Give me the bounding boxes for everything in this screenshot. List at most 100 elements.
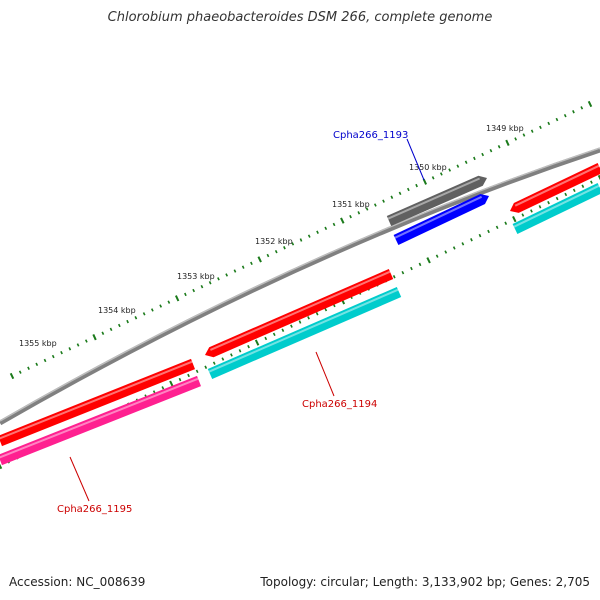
gene-cpha266-1194-red[interactable] bbox=[205, 269, 394, 358]
outer-tick-20 bbox=[174, 295, 180, 302]
inner-tick-34 bbox=[290, 324, 293, 328]
leader-line-1194 bbox=[315, 351, 335, 397]
inner-tick-59 bbox=[504, 221, 508, 225]
gene-right-red-upper[interactable] bbox=[510, 163, 600, 213]
outer-tick-34 bbox=[291, 242, 295, 246]
outer-tick-35 bbox=[299, 238, 303, 242]
inner-tick-51 bbox=[435, 254, 439, 258]
inner-tick-31 bbox=[264, 336, 268, 341]
outer-tick-10 bbox=[92, 333, 97, 341]
outer-tick-14 bbox=[126, 319, 129, 324]
outer-tick-56 bbox=[473, 156, 476, 161]
outer-tick-38 bbox=[324, 226, 328, 231]
outer-tick-11 bbox=[101, 331, 105, 335]
gene-label-1194[interactable]: Cpha266_1194 bbox=[302, 399, 377, 410]
outer-tick-53 bbox=[448, 168, 452, 172]
inner-tick-46 bbox=[392, 275, 396, 279]
scale-label-1350: 1350 kbp bbox=[409, 163, 447, 172]
gene-right-cyan-highlight bbox=[513, 184, 600, 228]
outer-tick-70 bbox=[587, 100, 593, 108]
gene-cpha266-1195-pink[interactable] bbox=[0, 375, 201, 466]
gene-cpha266-1194-cyan-highlight bbox=[208, 288, 399, 373]
outer-tick-0 bbox=[9, 372, 15, 380]
inner-tick-25 bbox=[212, 361, 216, 365]
gene-label-1193[interactable]: Cpha266_1193 bbox=[333, 130, 408, 141]
inner-tick-36 bbox=[307, 316, 310, 320]
outer-tick-27 bbox=[233, 269, 237, 273]
inner-tick-66 bbox=[564, 192, 568, 197]
outer-tick-19 bbox=[167, 300, 171, 304]
inner-tick-30 bbox=[254, 339, 260, 346]
gene-cpha266-1194-cyan[interactable] bbox=[207, 287, 402, 379]
scale-label-1351: 1351 kbp bbox=[332, 200, 370, 209]
gene-label-1195[interactable]: Cpha266_1195 bbox=[57, 504, 132, 515]
outer-tick-25 bbox=[217, 277, 220, 281]
gene-cpha266-1193-gray[interactable] bbox=[386, 175, 487, 226]
outer-tick-68 bbox=[572, 110, 575, 114]
inner-tick-47 bbox=[401, 270, 405, 275]
inner-tick-26 bbox=[221, 357, 225, 361]
outer-tick-15 bbox=[134, 316, 138, 320]
outer-tick-2 bbox=[27, 366, 30, 370]
inner-tick-60 bbox=[512, 215, 517, 223]
outer-tick-58 bbox=[489, 148, 493, 153]
gene-right-cyan[interactable] bbox=[512, 183, 600, 234]
inner-tick-35 bbox=[298, 320, 302, 324]
inner-tick-69 bbox=[590, 180, 593, 184]
inner-tick-68 bbox=[581, 184, 585, 188]
inner-tick-52 bbox=[444, 250, 448, 254]
outer-tick-16 bbox=[142, 312, 146, 316]
outer-tick-12 bbox=[109, 327, 113, 332]
inner-tick-67 bbox=[572, 188, 576, 193]
outer-tick-39 bbox=[332, 222, 336, 227]
outer-tick-8 bbox=[76, 343, 80, 347]
outer-tick-63 bbox=[530, 129, 534, 133]
outer-tick-7 bbox=[68, 347, 72, 351]
inner-tick-54 bbox=[461, 242, 465, 246]
outer-tick-30 bbox=[257, 256, 262, 263]
outer-tick-47 bbox=[398, 191, 402, 196]
outer-tick-21 bbox=[184, 292, 187, 297]
outer-tick-40 bbox=[340, 217, 345, 224]
outer-tick-44 bbox=[373, 203, 377, 207]
outer-tick-32 bbox=[274, 249, 278, 254]
inner-tick-22 bbox=[187, 373, 190, 378]
outer-tick-36 bbox=[307, 234, 311, 238]
inner-tick-50 bbox=[426, 257, 431, 264]
inner-tick-64 bbox=[547, 200, 550, 205]
outer-tick-67 bbox=[563, 113, 567, 118]
outer-tick-62 bbox=[522, 133, 526, 137]
outer-tick-6 bbox=[60, 350, 63, 355]
inner-tick-37 bbox=[315, 312, 319, 316]
inner-tick-58 bbox=[495, 225, 499, 230]
outer-tick-4 bbox=[43, 358, 47, 363]
outer-tick-51 bbox=[431, 176, 435, 180]
outer-tick-64 bbox=[539, 125, 542, 130]
gene-left-red-upper[interactable] bbox=[0, 358, 195, 447]
gene-cpha266-1193-blue-highlight bbox=[394, 195, 483, 239]
scale-label-1352: 1352 kbp bbox=[255, 237, 293, 246]
outer-tick-60 bbox=[505, 139, 510, 147]
inner-tick-62 bbox=[530, 209, 533, 213]
gene-left-red-upper-highlight bbox=[0, 360, 193, 440]
inner-tick-53 bbox=[452, 246, 456, 250]
inner-tick-38 bbox=[324, 307, 328, 312]
topology-text: Topology: circular; Length: 3,133,902 bp… bbox=[260, 575, 590, 589]
inner-tick-27 bbox=[230, 353, 233, 357]
inner-tick-56 bbox=[478, 233, 482, 238]
outer-tick-65 bbox=[547, 121, 551, 126]
inner-tick-70 bbox=[597, 174, 600, 181]
outer-tick-48 bbox=[406, 187, 410, 192]
genome-backbone bbox=[0, 147, 600, 426]
outer-tick-18 bbox=[159, 304, 163, 308]
outer-tick-52 bbox=[439, 172, 443, 176]
gene-cpha266-1193-blue[interactable] bbox=[393, 194, 489, 245]
outer-tick-59 bbox=[497, 145, 501, 149]
scale-label-1353: 1353 kbp bbox=[177, 272, 215, 281]
inner-tick-49 bbox=[418, 262, 422, 267]
outer-tick-37 bbox=[316, 230, 319, 234]
inner-tick-33 bbox=[281, 328, 285, 332]
leader-line-1193 bbox=[406, 138, 425, 181]
gene-cpha266-1194-red-highlight bbox=[210, 270, 391, 351]
